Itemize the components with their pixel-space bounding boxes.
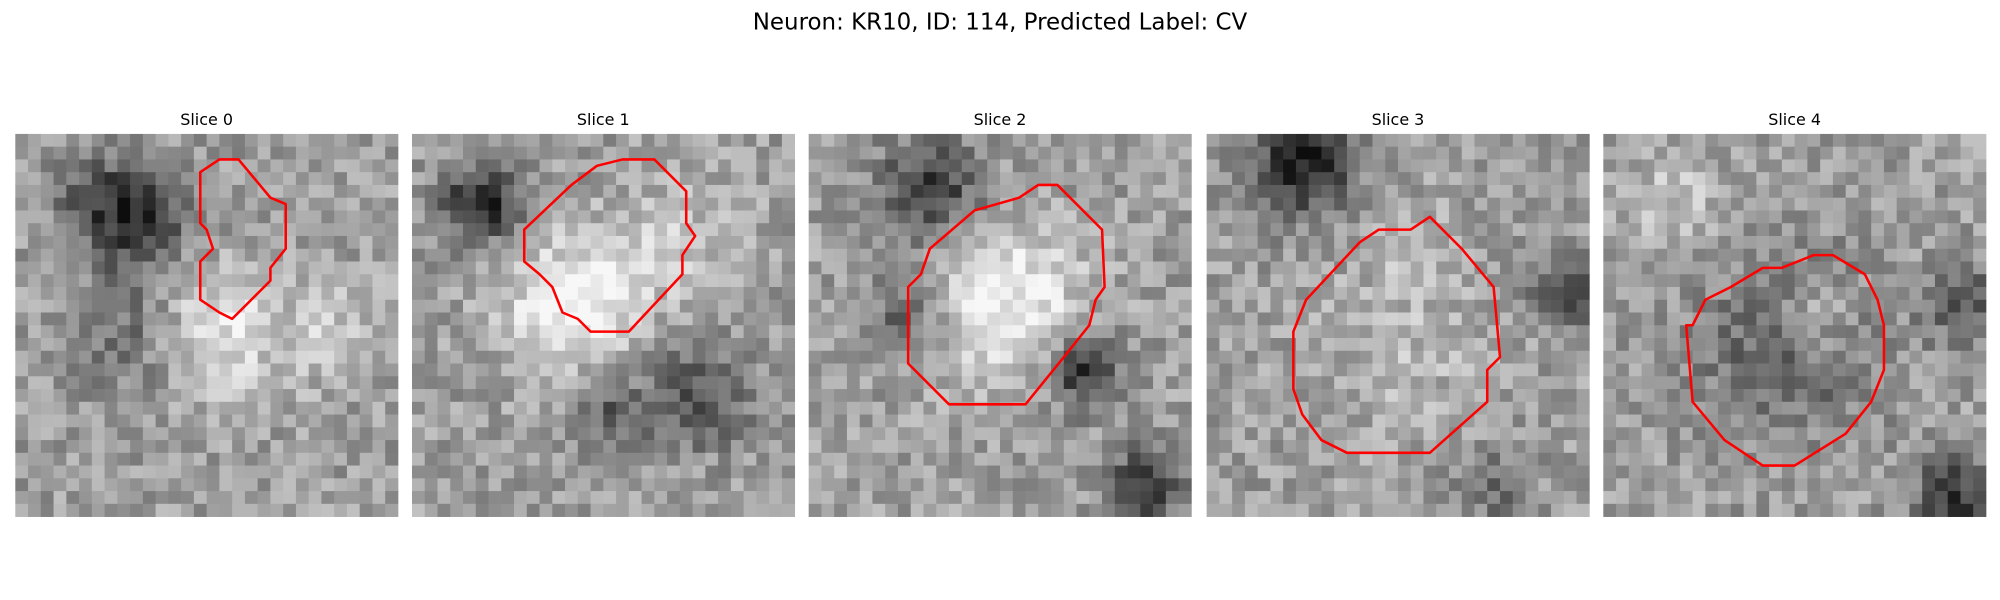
roi-contour xyxy=(522,158,697,333)
image xyxy=(15,133,399,517)
figure-title: Neuron: KR10, ID: 114, Predicted Label: … xyxy=(753,9,1248,35)
roi-contour xyxy=(198,158,287,321)
panel: Slice 0 xyxy=(15,110,399,517)
panels: Slice 0 Slice 1 Slice 2 Slice 3 Slice 4 xyxy=(15,110,1987,517)
roi-contour xyxy=(1292,215,1502,455)
panel-title: Slice 2 xyxy=(974,110,1027,129)
roi-contour xyxy=(906,183,1106,406)
roi-contour xyxy=(1684,253,1886,467)
panel-title: Slice 1 xyxy=(577,110,630,129)
image xyxy=(1603,133,1987,517)
panel-title: Slice 3 xyxy=(1372,110,1425,129)
panel: Slice 1 xyxy=(411,110,796,517)
panel-title: Slice 0 xyxy=(180,110,233,129)
panel: Slice 2 xyxy=(808,110,1192,517)
panel: Slice 4 xyxy=(1603,110,1987,517)
image xyxy=(1206,133,1590,517)
image xyxy=(808,133,1192,517)
panel: Slice 3 xyxy=(1206,110,1590,517)
image xyxy=(411,133,796,517)
panel-title: Slice 4 xyxy=(1768,110,1821,129)
